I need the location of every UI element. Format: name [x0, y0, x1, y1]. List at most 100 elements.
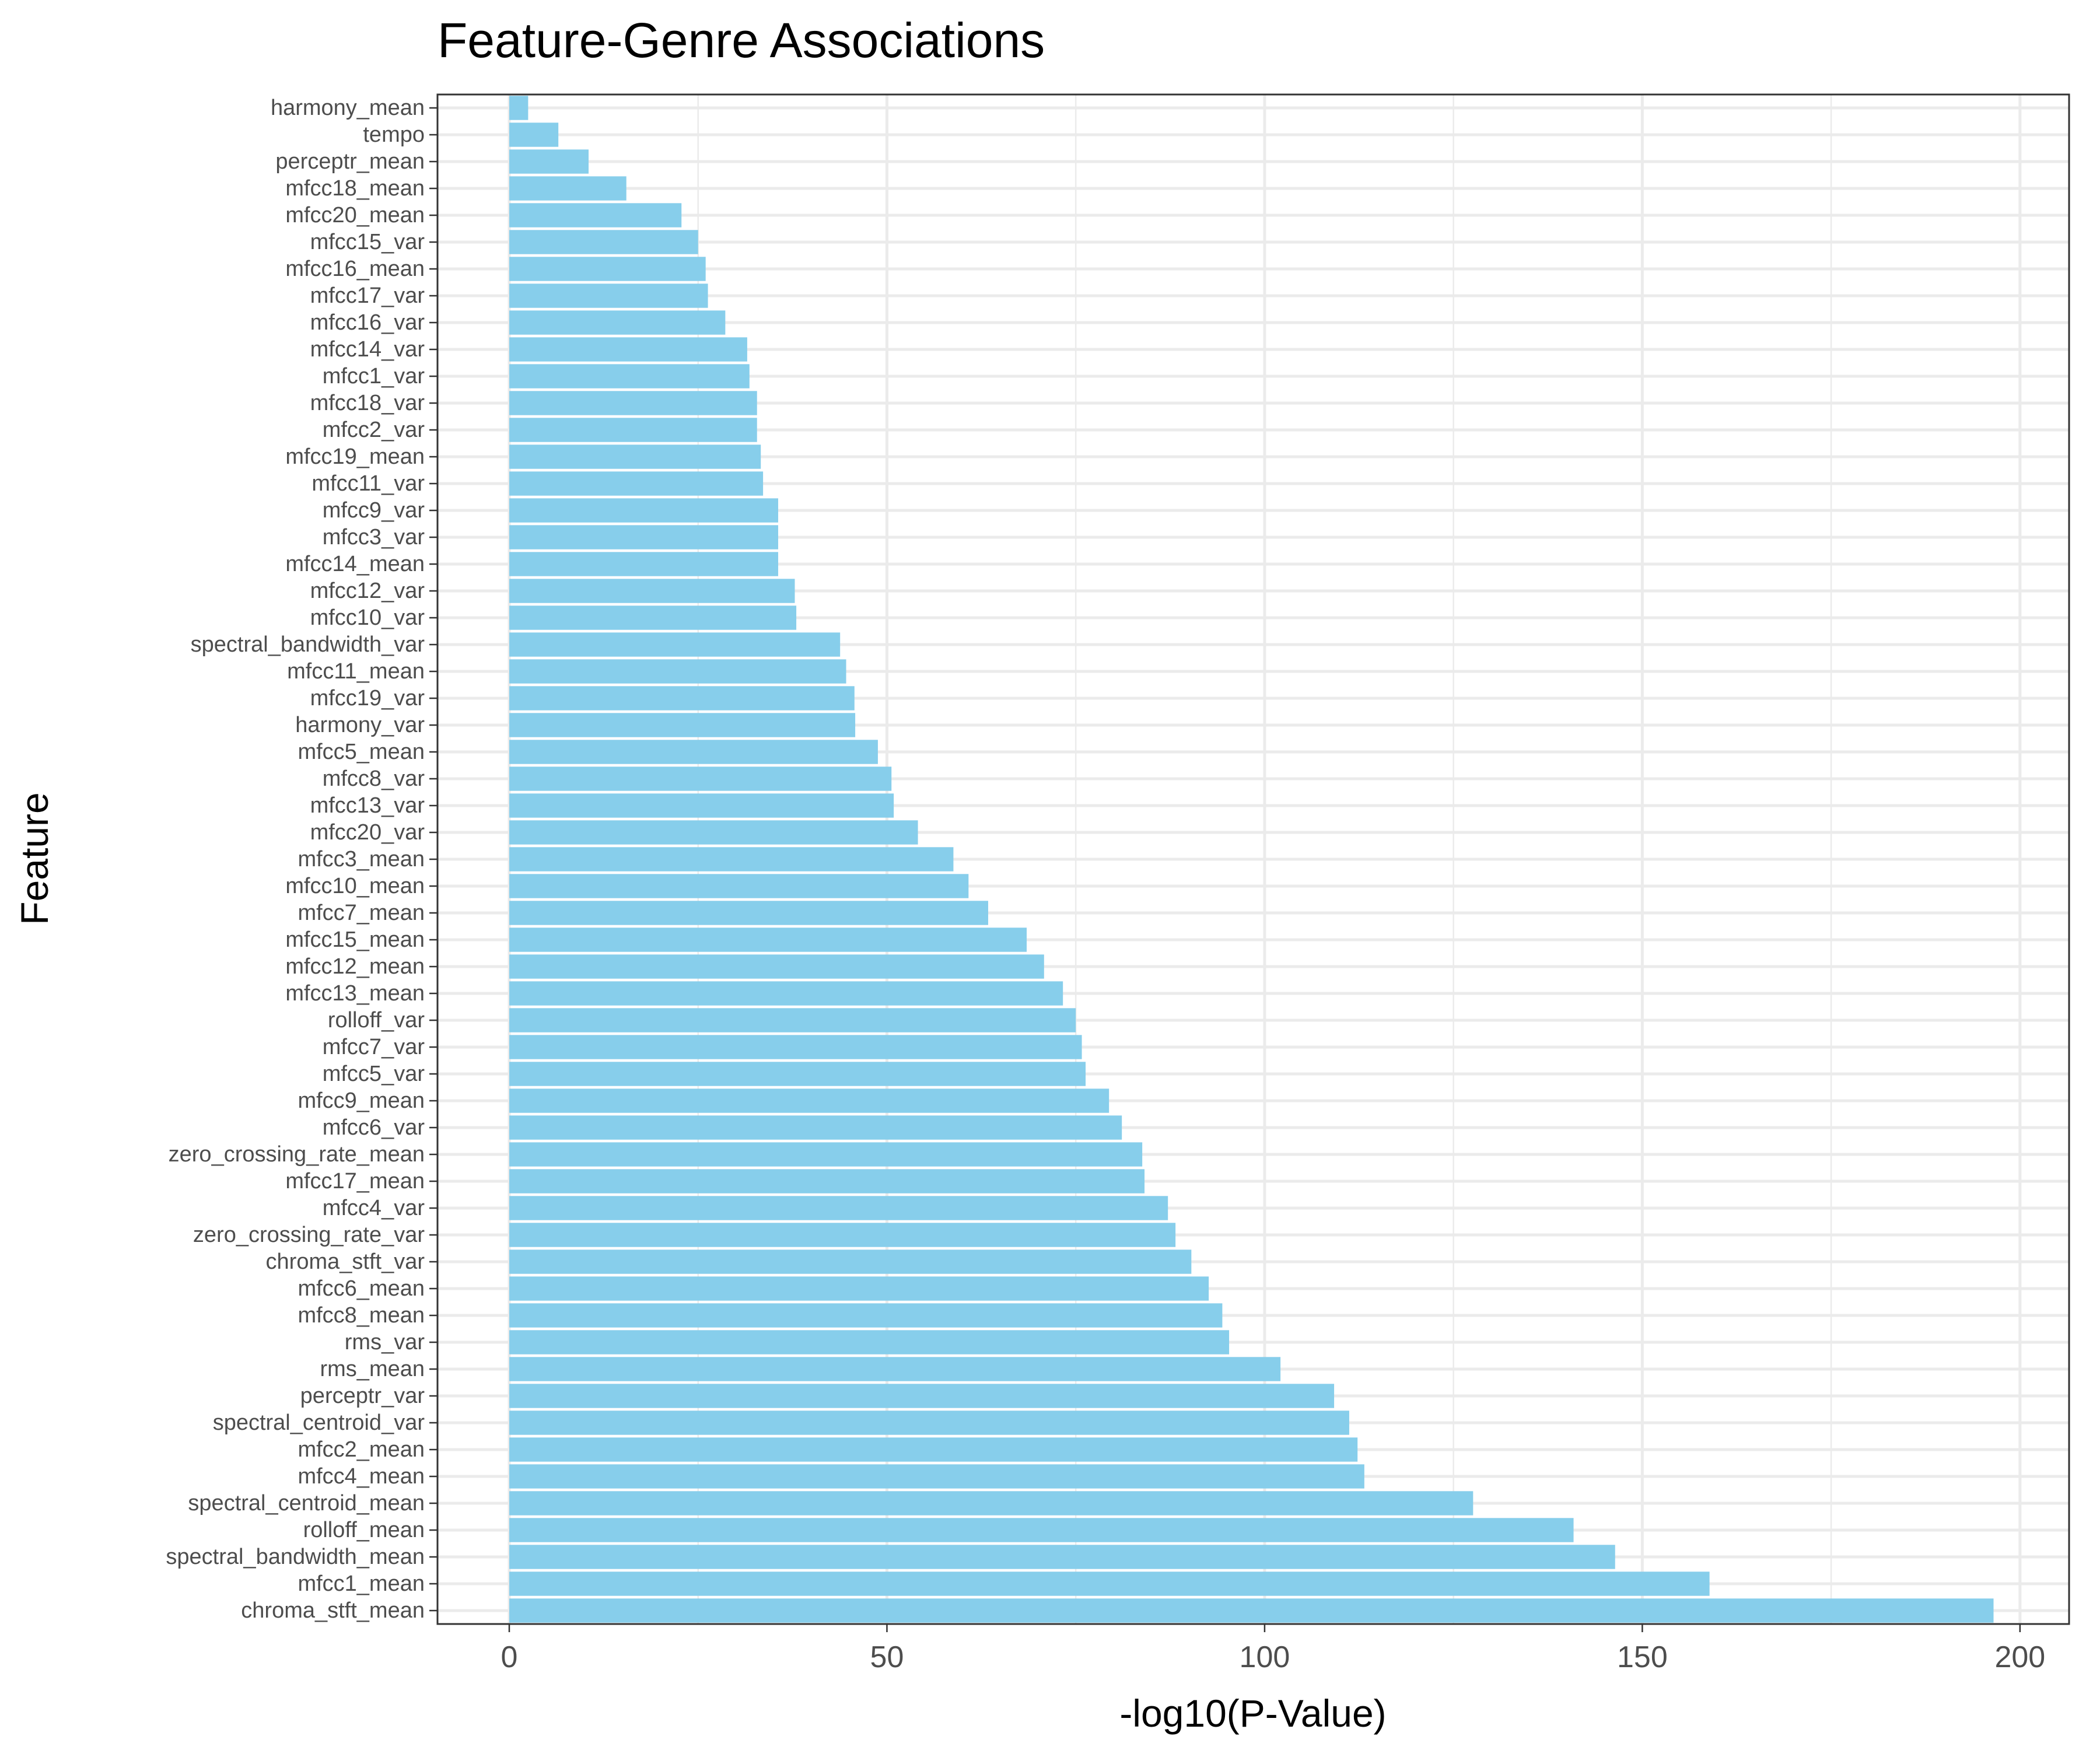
bar-mfcc13_var [509, 793, 894, 818]
bar-mfcc2_var [509, 418, 757, 442]
bar-mfcc9_var [509, 498, 779, 523]
bar-mfcc15_mean [509, 928, 1027, 952]
y-tick-label: mfcc1_mean [298, 1572, 425, 1596]
bar-mfcc6_mean [509, 1276, 1209, 1301]
y-tick-label: mfcc7_var [323, 1035, 425, 1059]
bar-perceptr_var [509, 1384, 1335, 1408]
y-tick-label: zero_crossing_rate_mean [169, 1142, 425, 1167]
bar-zero_crossing_rate_mean [509, 1142, 1143, 1167]
y-tick-label: harmony_mean [271, 96, 425, 120]
bar-mfcc20_var [509, 820, 918, 845]
y-tick-label: mfcc10_mean [285, 874, 425, 898]
bar-mfcc11_var [509, 471, 764, 496]
bar-mfcc1_mean [509, 1572, 1710, 1596]
bar-chroma_stft_var [509, 1250, 1192, 1274]
bar-harmony_var [509, 713, 856, 737]
y-tick-label: rolloff_mean [303, 1518, 425, 1542]
y-tick-label: mfcc1_var [323, 364, 425, 388]
bar-mfcc4_mean [509, 1464, 1364, 1489]
y-tick-label: mfcc5_var [323, 1062, 425, 1086]
y-tick-label: mfcc4_mean [298, 1464, 425, 1489]
y-tick-label: mfcc17_mean [285, 1169, 425, 1194]
bar-mfcc6_var [509, 1115, 1122, 1140]
y-tick-label: mfcc13_var [310, 793, 425, 818]
bar-mfcc20_mean [509, 203, 682, 228]
y-tick-label: mfcc9_var [323, 498, 425, 523]
y-tick-label: mfcc17_var [310, 284, 425, 308]
y-tick-label: rms_var [345, 1330, 425, 1354]
bar-rolloff_var [509, 1008, 1076, 1032]
y-tick-label: mfcc18_mean [285, 176, 425, 201]
bar-spectral_centroid_mean [509, 1491, 1474, 1516]
x-axis-title: -log10(P-Value) [1119, 1692, 1386, 1735]
bar-zero_crossing_rate_var [509, 1223, 1176, 1247]
x-axis-ticks: 0 50 100 150 200 [501, 1624, 2045, 1674]
bar-spectral_bandwidth_var [509, 632, 841, 657]
bar-mfcc3_var [509, 525, 779, 550]
bar-mfcc10_var [509, 606, 797, 630]
bar-tempo [509, 123, 559, 147]
bar-mfcc2_mean [509, 1437, 1358, 1462]
y-tick-label: mfcc16_mean [285, 257, 425, 281]
y-tick-label: spectral_bandwidth_mean [166, 1545, 425, 1569]
bar-mfcc16_var [509, 310, 726, 335]
bar-mfcc14_var [509, 337, 747, 362]
bar-mfcc16_mean [509, 257, 706, 281]
bar-mfcc9_mean [509, 1088, 1110, 1113]
y-tick-label: mfcc3_mean [298, 847, 425, 872]
y-tick-label: mfcc8_mean [298, 1303, 425, 1328]
y-tick-label: mfcc16_var [310, 310, 425, 335]
y-tick-label: mfcc19_var [310, 686, 425, 710]
bar-mfcc14_mean [509, 552, 779, 576]
bar-mfcc17_mean [509, 1169, 1145, 1194]
y-tick-label: mfcc12_mean [285, 954, 425, 979]
y-tick-label: rolloff_var [328, 1008, 425, 1032]
bar-harmony_mean [509, 96, 528, 120]
bar-rms_mean [509, 1357, 1281, 1381]
bar-mfcc7_var [509, 1035, 1082, 1059]
y-tick-label: mfcc3_var [323, 525, 425, 550]
y-tick-label: mfcc6_var [323, 1115, 425, 1140]
y-tick-label: mfcc15_var [310, 230, 425, 254]
bar-mfcc1_var [509, 364, 750, 388]
bar-mfcc10_mean [509, 874, 969, 898]
y-tick-label: perceptr_mean [275, 149, 425, 174]
bar-mfcc15_var [509, 230, 698, 254]
y-tick-label: mfcc11_mean [287, 659, 425, 684]
chart-title: Feature-Genre Associations [438, 13, 1045, 68]
y-tick-label: mfcc11_var [312, 471, 425, 496]
bar-mfcc18_mean [509, 176, 626, 201]
y-tick-label: mfcc7_mean [298, 901, 425, 925]
y-tick-label: mfcc10_var [310, 606, 425, 630]
bar-mfcc5_var [509, 1062, 1086, 1086]
y-tick-label: mfcc18_var [310, 391, 425, 415]
bar-mfcc4_var [509, 1196, 1168, 1220]
y-tick-label: spectral_bandwidth_var [191, 632, 425, 657]
bar-mfcc19_var [509, 686, 855, 710]
bars [509, 96, 1994, 1623]
y-tick-label: mfcc13_mean [285, 981, 425, 1006]
bar-mfcc17_var [509, 284, 708, 308]
y-tick-label: mfcc19_mean [285, 444, 425, 469]
y-tick-label: spectral_centroid_mean [188, 1491, 425, 1516]
bar-rms_var [509, 1330, 1230, 1354]
bar-spectral_bandwidth_mean [509, 1545, 1615, 1569]
y-tick-label: harmony_var [295, 713, 425, 737]
y-tick-label: mfcc20_mean [285, 203, 425, 228]
y-tick-label: spectral_centroid_var [213, 1410, 425, 1435]
y-tick-label: mfcc8_var [323, 766, 425, 791]
y-tick-label: mfcc12_var [310, 579, 425, 603]
bar-mfcc8_mean [509, 1303, 1223, 1328]
y-tick-label: mfcc14_var [310, 337, 425, 362]
bar-mfcc5_mean [509, 740, 878, 764]
y-tick-label: zero_crossing_rate_var [193, 1223, 425, 1247]
x-tick-label: 100 [1240, 1640, 1290, 1674]
bar-rolloff_mean [509, 1518, 1574, 1542]
y-tick-label: mfcc2_mean [298, 1437, 425, 1462]
x-tick-label: 0 [501, 1640, 518, 1674]
bar-mfcc11_mean [509, 659, 846, 684]
bar-spectral_centroid_var [509, 1410, 1349, 1435]
bar-mfcc3_mean [509, 847, 954, 872]
bar-mfcc7_mean [509, 901, 988, 925]
x-tick-label: 200 [1994, 1640, 2045, 1674]
